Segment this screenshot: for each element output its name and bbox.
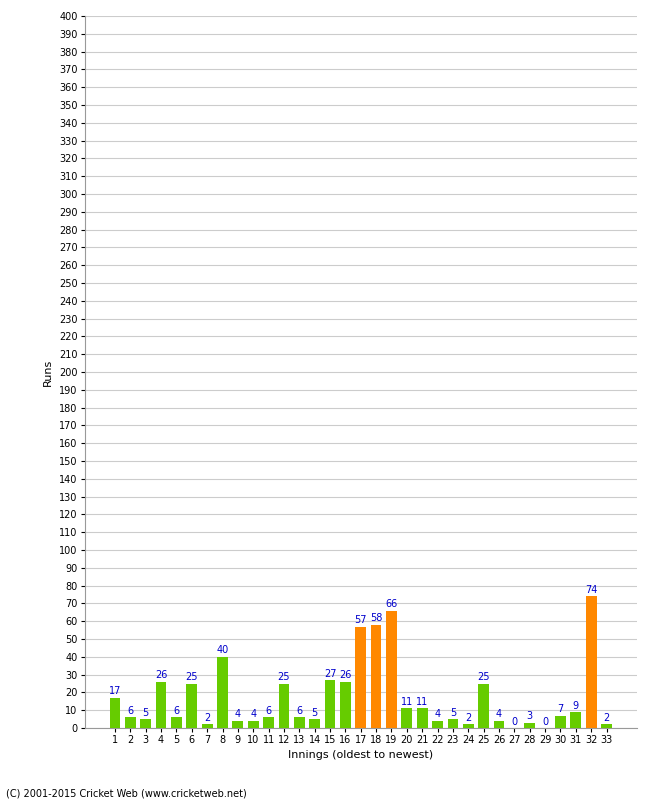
Bar <box>356 626 366 728</box>
Text: 2: 2 <box>465 713 471 723</box>
Text: 66: 66 <box>385 599 398 609</box>
Text: 0: 0 <box>542 717 548 726</box>
Bar <box>340 682 351 728</box>
Text: 74: 74 <box>585 585 597 595</box>
Bar <box>555 715 566 728</box>
Text: 6: 6 <box>296 706 302 716</box>
Text: 58: 58 <box>370 614 382 623</box>
Text: 7: 7 <box>557 704 564 714</box>
Text: 4: 4 <box>235 710 241 719</box>
Text: 26: 26 <box>155 670 167 680</box>
Text: 5: 5 <box>142 708 149 718</box>
Bar <box>586 596 597 728</box>
Text: 6: 6 <box>174 706 179 716</box>
Text: 4: 4 <box>434 710 441 719</box>
Bar <box>432 721 443 728</box>
Text: 17: 17 <box>109 686 121 696</box>
Text: 4: 4 <box>250 710 256 719</box>
Bar <box>125 718 136 728</box>
Bar <box>386 610 397 728</box>
Bar <box>279 683 289 728</box>
Bar <box>294 718 305 728</box>
Text: 57: 57 <box>354 615 367 625</box>
Bar <box>448 719 458 728</box>
Bar <box>309 719 320 728</box>
Text: 6: 6 <box>127 706 133 716</box>
Bar <box>217 657 228 728</box>
Bar <box>187 683 197 728</box>
Bar <box>601 725 612 728</box>
Text: 2: 2 <box>603 713 610 723</box>
Text: 5: 5 <box>450 708 456 718</box>
X-axis label: Innings (oldest to newest): Innings (oldest to newest) <box>288 750 434 761</box>
Text: 40: 40 <box>216 646 229 655</box>
Text: 27: 27 <box>324 669 336 678</box>
Text: 11: 11 <box>400 697 413 707</box>
Text: 25: 25 <box>477 672 490 682</box>
Bar <box>140 719 151 728</box>
Bar <box>171 718 182 728</box>
Text: 11: 11 <box>416 697 428 707</box>
Text: 2: 2 <box>204 713 210 723</box>
Text: 25: 25 <box>185 672 198 682</box>
Y-axis label: Runs: Runs <box>44 358 53 386</box>
Bar <box>233 721 243 728</box>
Bar <box>263 718 274 728</box>
Bar <box>110 698 120 728</box>
Bar <box>248 721 259 728</box>
Text: 9: 9 <box>573 701 579 710</box>
Text: 3: 3 <box>526 711 533 722</box>
Bar <box>417 709 428 728</box>
Bar <box>402 709 412 728</box>
Bar <box>525 722 535 728</box>
Text: 4: 4 <box>496 710 502 719</box>
Bar <box>478 683 489 728</box>
Bar <box>571 712 581 728</box>
Text: (C) 2001-2015 Cricket Web (www.cricketweb.net): (C) 2001-2015 Cricket Web (www.cricketwe… <box>6 788 247 798</box>
Text: 26: 26 <box>339 670 352 680</box>
Bar <box>493 721 504 728</box>
Text: 0: 0 <box>512 717 517 726</box>
Text: 5: 5 <box>311 708 318 718</box>
Bar <box>202 725 213 728</box>
Bar <box>156 682 166 728</box>
Text: 6: 6 <box>266 706 272 716</box>
Bar <box>324 680 335 728</box>
Bar <box>370 625 382 728</box>
Text: 25: 25 <box>278 672 290 682</box>
Bar <box>463 725 474 728</box>
